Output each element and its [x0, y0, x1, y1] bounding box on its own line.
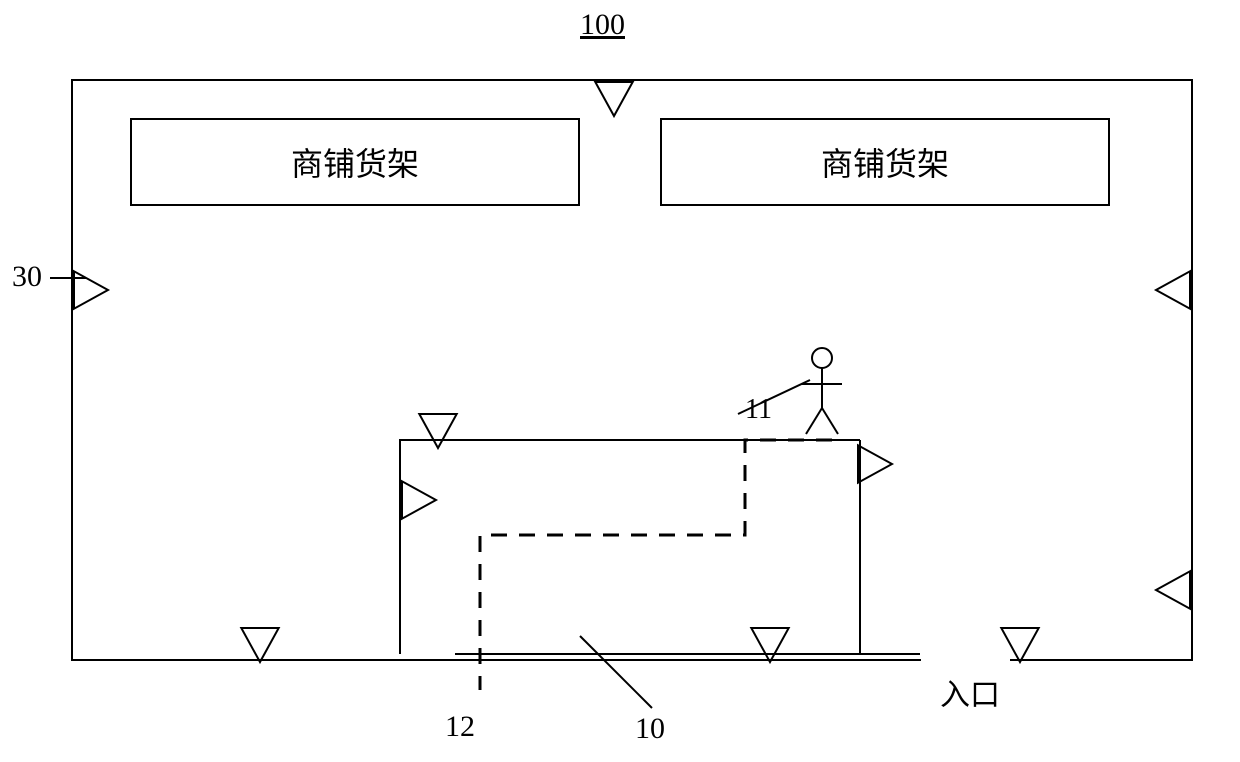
ref-12-label: 12	[445, 710, 475, 744]
ref-11-label: 11	[745, 394, 772, 426]
ref-30-label: 30	[12, 260, 42, 294]
ref-10-label: 10	[635, 712, 665, 746]
entrance-label: 入口	[940, 670, 1000, 714]
leader-lines	[0, 0, 1240, 762]
